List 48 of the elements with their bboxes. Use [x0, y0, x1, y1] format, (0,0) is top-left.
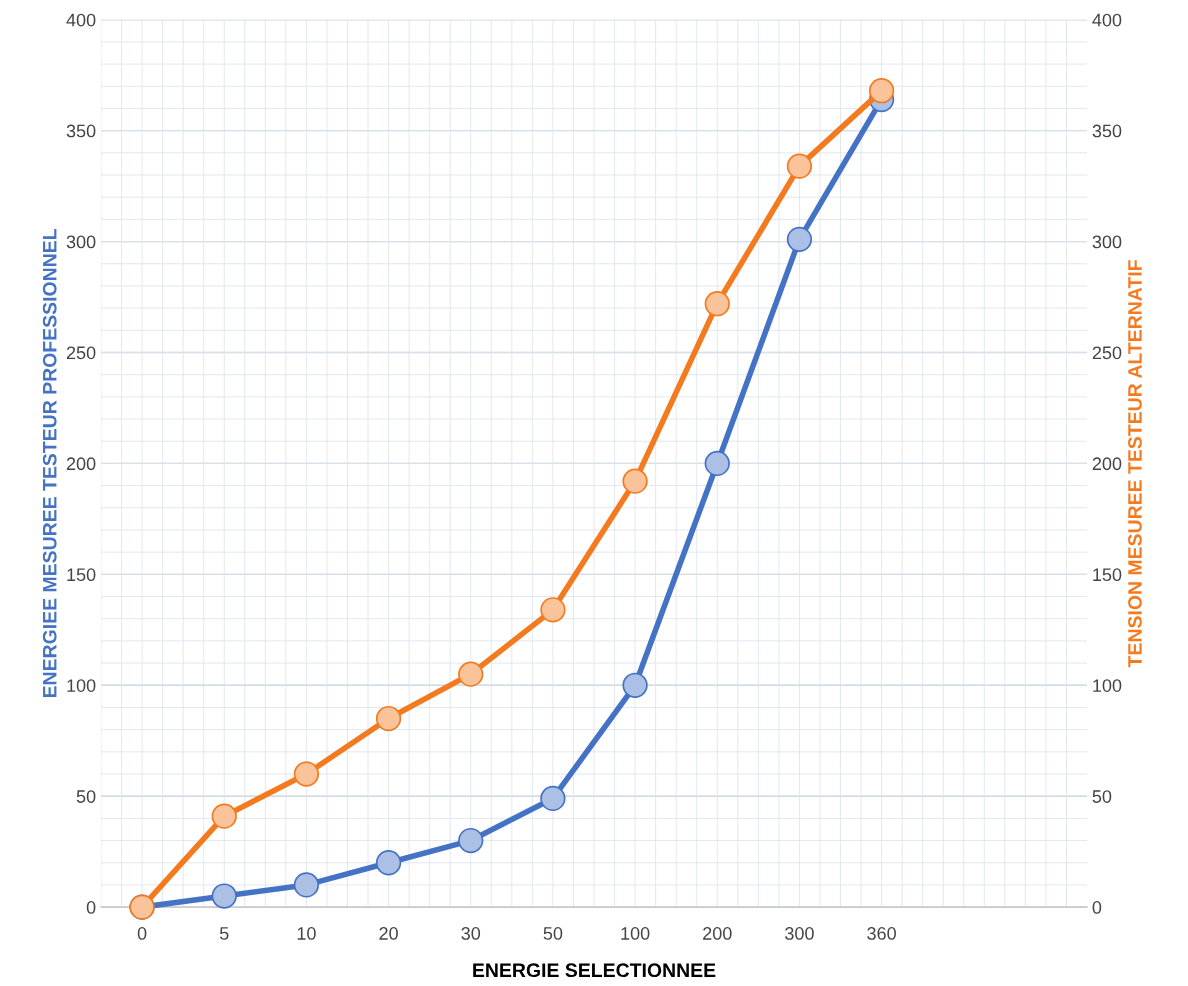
point: [458, 827, 484, 854]
x-tick-label: 300: [785, 927, 814, 940]
point: [622, 468, 648, 494]
point: [704, 450, 730, 477]
y2-tick-label: 150: [1093, 568, 1122, 582]
y2-axis-title: TENSION MESUREE TESTEUR ALTERNATIF: [1128, 260, 1142, 668]
x-axis-title: ENERGIE SELECTIONNEE: [473, 963, 716, 978]
y-tick-label: 350: [66, 124, 96, 138]
y-tick-label: 300: [66, 235, 96, 249]
point: [868, 78, 895, 104]
x-tick-label: 20: [379, 927, 398, 940]
y2-tick-label: 200: [1092, 457, 1122, 471]
y2-tick-label: 350: [1092, 124, 1122, 138]
x-tick-label: 5: [219, 927, 229, 940]
point: [622, 672, 648, 698]
point: [540, 785, 566, 812]
y-tick-label: 0: [86, 901, 96, 914]
y2-tick-label: 100: [1093, 679, 1122, 692]
y-axis-title: ENERGIEE MESUREE TESTEUR PROFESSIONNEL: [42, 229, 57, 698]
point: [375, 850, 402, 876]
y-tick-label: 200: [66, 457, 96, 471]
point: [375, 705, 402, 732]
point: [211, 883, 237, 909]
y2-tick-label: 300: [1092, 235, 1122, 249]
x-tick-label: 360: [867, 927, 896, 940]
x-tick-label: 100: [621, 927, 650, 940]
point: [540, 597, 566, 623]
y-tick-label: 250: [66, 346, 96, 360]
y2-tick-label: 0: [1092, 901, 1102, 914]
y-tick-label: 400: [66, 13, 96, 27]
y2-tick-label: 250: [1092, 346, 1122, 360]
point: [786, 226, 813, 252]
y-tick-label: 50: [76, 790, 96, 803]
y-tick-label: 100: [67, 679, 96, 692]
x-tick-label: 30: [461, 927, 481, 940]
point: [704, 291, 730, 317]
point: [458, 661, 484, 687]
y2-tick-label: 400: [1092, 13, 1122, 27]
x-tick-label: 10: [297, 927, 316, 940]
point: [293, 872, 320, 898]
x-tick-label: 0: [137, 927, 147, 940]
x-tick-label: 200: [703, 927, 732, 940]
point: [293, 761, 320, 787]
y-tick-label: 150: [67, 568, 96, 582]
x-tick-label: 50: [543, 927, 563, 940]
point: [786, 153, 813, 179]
point: [211, 803, 237, 829]
y2-tick-label: 50: [1092, 790, 1112, 803]
